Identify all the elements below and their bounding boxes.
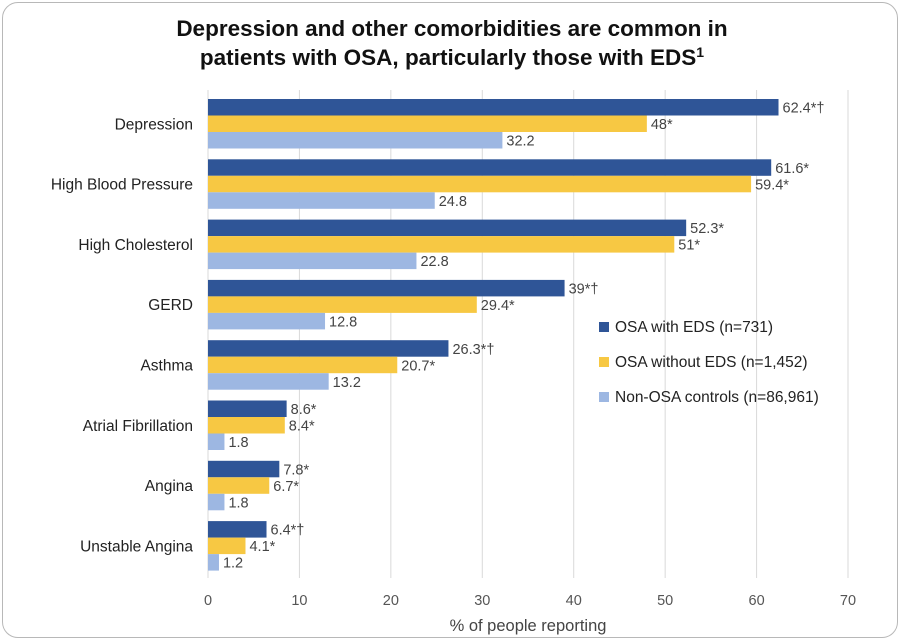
chart-title-line1: Depression and other comorbidities are c… [176,16,728,41]
legend-swatch-series-2 [599,357,609,367]
bar-angina-series-3 [208,493,225,511]
x-tick-label-0: 0 [204,593,212,609]
bar-gerd-series-2 [208,296,477,313]
bar-high-blood-pressure-series-3 [208,192,435,209]
bar-depression-series-1 [208,99,779,116]
bar-high-cholesterol-series-1 [208,219,687,237]
value-label-atrial-fibrillation-series-3: 1.8 [228,435,248,451]
value-label-angina-series-2: 6.7* [273,479,299,495]
value-label-gerd-series-1: 39*† [569,281,599,297]
x-tick-label-50: 50 [657,593,673,609]
category-labels: Depression High Blood Pressure High Choles… [51,116,194,555]
value-label-gerd-series-2: 29.4* [481,298,515,314]
value-label-atrial-fibrillation-series-1: 8.6* [291,402,317,418]
chart-title: Depression and other comorbidities are c… [0,14,904,72]
legend: OSA with EDS (n=731) OSA without EDS (n=1… [599,319,819,406]
bar-unstable-angina-series-3 [208,554,219,571]
x-tick-label-30: 30 [474,593,490,609]
value-label-asthma-series-1: 26.3*† [452,342,494,358]
value-label-angina-series-3: 1.8 [228,495,248,511]
bar-asthma-series-3 [208,373,329,390]
bar-high-blood-pressure-series-1 [208,159,772,176]
value-label-atrial-fibrillation-series-2: 8.4* [289,419,315,435]
x-axis-title: % of people reporting [450,617,607,635]
x-tick-label-60: 60 [749,593,765,609]
category-label-unstable-angina: Unstable Angina [80,538,193,555]
value-label-high-blood-pressure-series-2: 59.4* [755,177,789,193]
category-label-asthma: Asthma [140,357,193,374]
value-label-unstable-angina-series-1: 6.4*† [271,523,305,539]
category-label-high-cholesterol: High Cholesterol [78,237,193,254]
value-label-depression-series-2: 48* [651,117,673,133]
x-tick-label-10: 10 [291,593,307,609]
value-label-unstable-angina-series-3: 1.2 [223,556,243,572]
bar-asthma-series-2 [208,356,398,374]
value-labels: 62.4*† 48* 32.2 61.6*59.4* 24.8 52.3*51* 22.8 3… [223,101,824,572]
bar-atrial-fibrillation-series-2 [208,417,285,434]
category-label-high-blood-pressure: High Blood Pressure [51,177,193,194]
legend-label-series-2: OSA without EDS (n=1,452) [615,354,808,371]
x-tick-labels: 0 10 20 30 40 50 60 70 [204,593,856,609]
bar-high-cholesterol-series-2 [208,236,675,253]
bars [208,99,779,571]
bar-high-cholesterol-series-3 [208,252,417,270]
x-tick-label-20: 20 [383,593,399,609]
bar-angina-series-1 [208,460,280,478]
value-label-depression-series-1: 62.4*† [783,101,825,117]
value-label-high-blood-pressure-series-1: 61.6* [775,161,809,177]
bar-unstable-angina-series-1 [208,521,267,538]
bar-gerd-series-3 [208,312,326,330]
bar-high-blood-pressure-series-2 [208,175,752,193]
value-label-high-cholesterol-series-1: 52.3* [690,221,724,237]
value-label-asthma-series-2: 20.7* [401,358,435,374]
x-tick-label-40: 40 [566,593,582,609]
value-label-high-blood-pressure-series-3: 24.8 [439,194,467,210]
value-label-angina-series-1: 7.8* [283,462,309,478]
category-label-angina: Angina [145,478,194,495]
chart-title-line2: patients with OSA, particularly those wi… [199,45,697,70]
bar-depression-series-2 [208,115,647,132]
x-tick-label-70: 70 [840,593,856,609]
legend-label-series-3: Non-OSA controls (n=86,961) [615,389,819,406]
value-label-asthma-series-3: 13.2 [333,375,361,391]
bar-angina-series-2 [208,477,270,494]
chart-title-superscript: 1 [696,44,705,60]
legend-swatch-series-1 [599,322,609,332]
value-label-high-cholesterol-series-2: 51* [678,238,700,254]
bar-depression-series-3 [208,132,503,149]
legend-label-series-1: OSA with EDS (n=731) [615,319,773,336]
value-label-depression-series-3: 32.2 [506,134,534,150]
bar-atrial-fibrillation-series-3 [208,433,225,450]
category-label-depression: Depression [115,116,193,133]
bar-atrial-fibrillation-series-1 [208,400,287,417]
legend-swatch-series-3 [599,392,609,402]
bar-gerd-series-1 [208,279,565,297]
bar-unstable-angina-series-2 [208,537,246,555]
value-label-high-cholesterol-series-3: 22.8 [420,254,448,270]
value-label-gerd-series-3: 12.8 [329,314,357,330]
bar-asthma-series-1 [208,340,449,357]
value-label-unstable-angina-series-2: 4.1* [249,539,275,555]
category-label-gerd: GERD [148,297,193,314]
category-label-atrial-fibrillation: Atrial Fibrillation [83,418,193,435]
